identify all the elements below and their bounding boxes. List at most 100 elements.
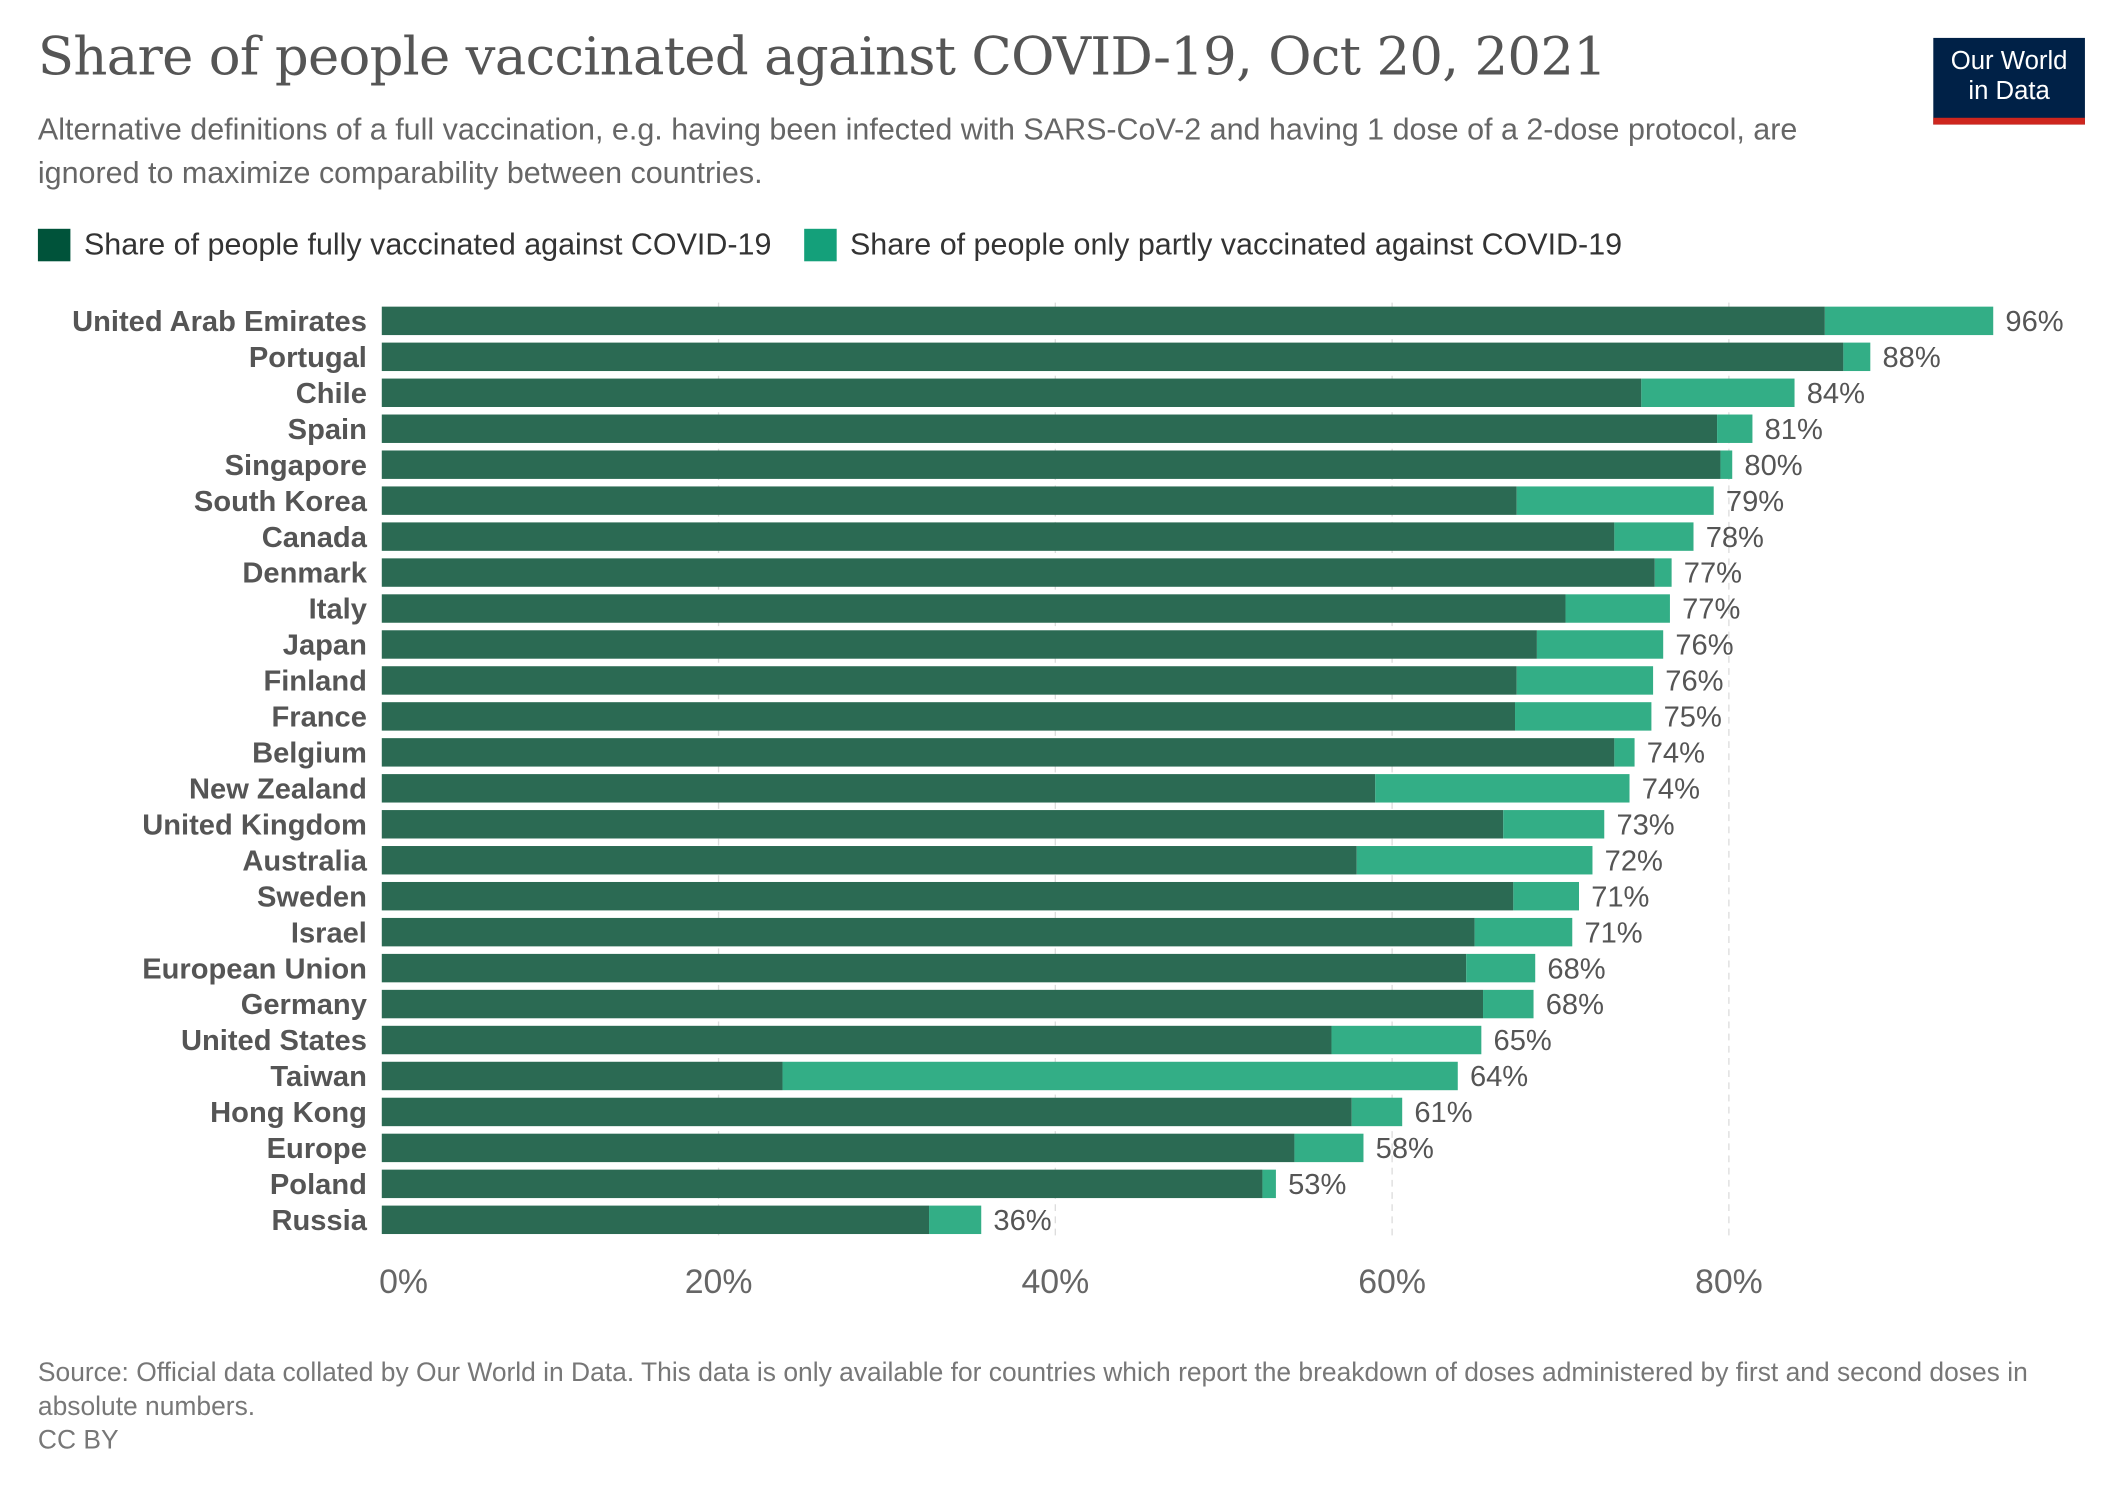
value-label: 79%	[1726, 486, 1784, 518]
bar-partial	[1516, 666, 1654, 695]
legend-item-partial[interactable]: Share of people only partly vaccinated a…	[803, 227, 1623, 262]
legend-swatch-partial	[803, 228, 837, 262]
bar-full	[381, 1025, 1332, 1055]
bar-partial	[1375, 774, 1630, 803]
legend: Share of people fully vaccinated against…	[37, 227, 1655, 262]
category-label: Singapore	[225, 450, 367, 482]
bar-partial	[1717, 414, 1753, 443]
bar-partial	[1565, 594, 1670, 623]
value-label: 76%	[1665, 666, 1723, 698]
bar-partial	[1331, 1025, 1482, 1055]
plot-area: 0% 20% 40% 60% 80% United Arab Emirates 96% Por…	[72, 302, 2064, 1301]
source-note: Source: Official data collated by Our Wo…	[38, 1357, 2042, 1459]
legend-label-full: Share of people fully vaccinated against…	[83, 227, 772, 262]
value-label: 71%	[1591, 881, 1649, 913]
bar-full	[381, 342, 1844, 372]
value-label: 88%	[1882, 342, 1940, 374]
logo-line-2: in Data	[1968, 77, 2050, 106]
bar-partial	[1843, 342, 1871, 372]
bar-full	[381, 1205, 930, 1235]
value-label: 53%	[1288, 1169, 1346, 1201]
bar-full	[381, 738, 1615, 767]
category-label: South Korea	[194, 486, 368, 518]
bar-full	[381, 594, 1566, 623]
value-label: 65%	[1494, 1025, 1552, 1057]
category-label: Canada	[262, 522, 368, 554]
bar-full	[381, 1169, 1263, 1199]
x-tick-label: 20%	[685, 1263, 753, 1301]
category-label: Hong Kong	[210, 1097, 367, 1129]
bar-full	[381, 630, 1537, 659]
value-label: 77%	[1682, 594, 1740, 626]
category-label: Russia	[271, 1205, 367, 1237]
value-label: 76%	[1675, 630, 1733, 662]
bar-full	[381, 846, 1357, 875]
bar-partial	[1614, 522, 1694, 551]
value-label: 80%	[1744, 450, 1802, 482]
bar-full	[381, 953, 1467, 983]
bar-partial	[1356, 846, 1593, 875]
value-label: 96%	[2005, 306, 2063, 338]
chart-subtitle: Alternative definitions of a full vaccin…	[37, 112, 1798, 190]
value-label: 74%	[1642, 773, 1700, 805]
legend-item-full[interactable]: Share of people fully vaccinated against…	[37, 227, 772, 262]
category-label: Finland	[263, 666, 366, 698]
value-label: 58%	[1376, 1133, 1434, 1165]
logo-line-1: Our World	[1950, 47, 2068, 76]
category-label: Australia	[242, 845, 367, 877]
bar-partial	[1466, 953, 1536, 983]
x-tick-label: 40%	[1021, 1263, 1089, 1301]
bar-partial	[1516, 486, 1714, 515]
bar-full	[381, 774, 1376, 803]
bar-full	[381, 989, 1484, 1019]
category-label: Spain	[288, 414, 367, 446]
category-label: Japan	[283, 630, 367, 662]
legend-label-partial: Share of people only partly vaccinated a…	[849, 227, 1623, 262]
x-tick-label: 60%	[1358, 1263, 1426, 1301]
category-label: Chile	[296, 378, 367, 410]
bar-partial	[1513, 881, 1580, 911]
bar-partial	[1294, 1133, 1364, 1163]
bar-partial	[1614, 738, 1635, 767]
category-label: Israel	[291, 917, 367, 949]
bar-full	[381, 917, 1475, 947]
bar-full	[381, 414, 1718, 443]
value-label: 77%	[1684, 558, 1742, 590]
value-label: 75%	[1664, 702, 1722, 734]
category-label: United Arab Emirates	[72, 306, 367, 338]
category-label: Italy	[309, 594, 368, 626]
category-label: France	[271, 702, 366, 734]
value-label: 72%	[1605, 845, 1663, 877]
bar-partial	[1824, 306, 1994, 336]
owid-logo[interactable]: Our World in Data	[1933, 37, 2085, 125]
bar-partial	[1641, 378, 1795, 407]
bar-full	[381, 1061, 783, 1091]
bar-full	[381, 486, 1517, 515]
category-label: European Union	[142, 953, 367, 985]
value-label: 73%	[1616, 809, 1674, 841]
category-label: Belgium	[252, 738, 367, 770]
bar-full	[381, 1097, 1352, 1127]
bar-partial	[1515, 702, 1652, 731]
bar-full	[381, 522, 1615, 551]
x-tick-label: 0%	[379, 1263, 428, 1301]
bar-partial	[1536, 630, 1664, 659]
bar-partial	[1262, 1169, 1276, 1199]
category-label: Sweden	[257, 881, 367, 913]
category-label: Germany	[241, 989, 368, 1021]
value-label: 68%	[1547, 953, 1605, 985]
bar-full	[381, 1133, 1295, 1163]
category-label: United Kingdom	[142, 809, 367, 841]
source-text: Source: Official data collated by Our Wo…	[37, 1357, 2028, 1422]
value-label: 78%	[1706, 522, 1764, 554]
bar-partial	[1483, 989, 1534, 1019]
bar-partial	[1720, 450, 1733, 479]
category-label: United States	[181, 1025, 367, 1057]
bar-full	[381, 450, 1721, 479]
value-label: 84%	[1807, 378, 1865, 410]
bar-full	[381, 810, 1504, 839]
bar-full	[381, 378, 1642, 407]
category-label: Denmark	[242, 558, 367, 590]
license-text: CC BY	[37, 1425, 119, 1456]
